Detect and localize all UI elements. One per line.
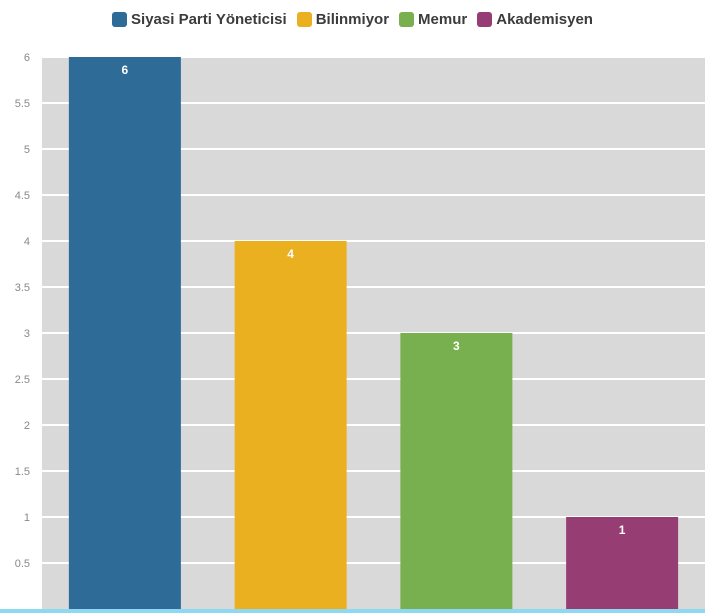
bar-bilinmiyor[interactable] bbox=[234, 241, 347, 609]
y-tick-label: 3.5 bbox=[15, 282, 30, 294]
data-label: 1 bbox=[619, 523, 626, 537]
legend: Siyasi Parti Yöneticisi Bilinmiyor Memur… bbox=[0, 6, 705, 32]
legend-item-memur[interactable]: Memur bbox=[399, 11, 467, 28]
y-tick-label: 2 bbox=[24, 420, 30, 432]
legend-item-akademisyen[interactable]: Akademisyen bbox=[477, 11, 593, 28]
y-tick-label: 1 bbox=[24, 512, 30, 524]
y-tick-label: 4 bbox=[24, 236, 30, 248]
y-tick-label: 5.5 bbox=[15, 98, 30, 110]
y-tick-label: 4.5 bbox=[15, 190, 30, 202]
legend-label-bilinmiyor: Bilinmiyor bbox=[315, 10, 390, 28]
data-label: 6 bbox=[122, 63, 129, 77]
y-tick-label: 0.5 bbox=[15, 558, 30, 570]
y-axis-ticks: 0.5 1 1.5 2 2.5 3 3.5 4 4.5 5 5.5 6 bbox=[15, 52, 30, 570]
y-tick-label: 5 bbox=[24, 144, 30, 156]
bars bbox=[68, 57, 679, 609]
y-tick-label: 6 bbox=[24, 52, 30, 64]
legend-swatch-siyasi-parti-yoneticisi bbox=[112, 11, 128, 27]
legend-label-akademisyen: Akademisyen bbox=[496, 10, 593, 28]
y-tick-label: 3 bbox=[24, 328, 30, 340]
bar-memur[interactable] bbox=[400, 333, 513, 609]
data-label: 4 bbox=[287, 247, 294, 261]
legend-item-siyasi-parti-yoneticisi[interactable]: Siyasi Parti Yöneticisi bbox=[112, 11, 287, 28]
legend-item-bilinmiyor[interactable]: Bilinmiyor bbox=[296, 10, 390, 28]
data-labels: 6 4 3 1 bbox=[122, 63, 626, 537]
legend-label-memur: Memur bbox=[418, 10, 468, 28]
bar-siyasi-parti-y-neticisi[interactable] bbox=[68, 57, 181, 609]
legend-swatch-bilinmiyor bbox=[296, 11, 312, 27]
legend-swatch-akademisyen bbox=[477, 11, 493, 27]
y-tick-label: 2.5 bbox=[15, 374, 30, 386]
bar-akademisyen[interactable] bbox=[566, 517, 679, 609]
y-tick-label: 1.5 bbox=[15, 466, 30, 478]
bottom-border-strip bbox=[0, 609, 705, 613]
data-label: 3 bbox=[453, 339, 460, 353]
legend-label-siyasi-parti-yoneticisi: Siyasi Parti Yöneticisi bbox=[131, 10, 287, 28]
legend-swatch-memur bbox=[399, 11, 415, 27]
